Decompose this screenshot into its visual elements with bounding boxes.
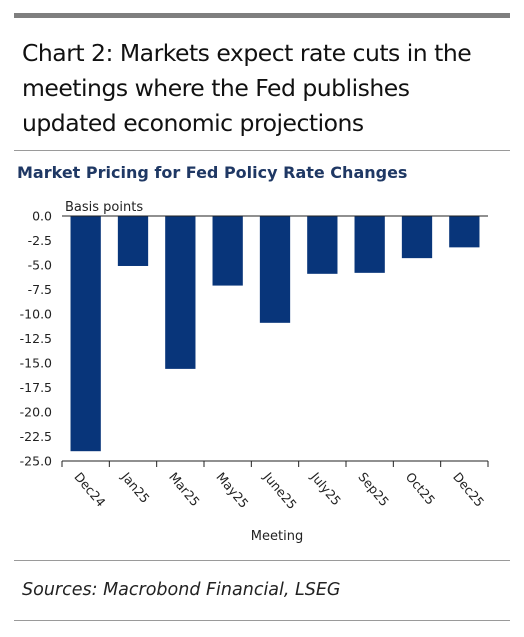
bar-dec24 bbox=[70, 216, 101, 452]
y-tick-label: 0.0 bbox=[32, 209, 52, 224]
bar-dec25 bbox=[449, 216, 480, 248]
headline: Chart 2: Markets expect rate cuts in the… bbox=[22, 39, 472, 137]
y-tick-label: -7.5 bbox=[28, 282, 52, 297]
bar-mar25 bbox=[165, 216, 196, 369]
y-tick-label: -20.0 bbox=[20, 405, 52, 420]
x-tick-labels: Dec24 Jan25 Mar25 May25 June25 July25 Sep25 Oct… bbox=[71, 469, 487, 512]
sources-note: Sources: Macrobond Financial, LSEG bbox=[22, 580, 341, 600]
x-tick-label: July25 bbox=[307, 469, 344, 509]
divider-bottom bbox=[14, 560, 510, 561]
bar-sep25 bbox=[354, 216, 385, 273]
y-axis-label: Basis points bbox=[65, 200, 143, 215]
x-tick-label: Oct25 bbox=[403, 469, 439, 507]
bar-chart: 0.0 -2.5 -5.0 -7.5 -10.0 -12.5 -15.0 -17.5 -20.0… bbox=[20, 200, 489, 544]
x-tick-label: June25 bbox=[260, 469, 300, 512]
x-tick-label: Mar25 bbox=[166, 469, 203, 509]
y-tick-label: -12.5 bbox=[20, 331, 52, 346]
x-axis-label: Meeting bbox=[251, 529, 303, 544]
bar-june25 bbox=[259, 216, 291, 323]
x-tick-marks bbox=[61, 461, 489, 467]
x-tick-label: May25 bbox=[213, 469, 251, 511]
y-tick-label: -22.5 bbox=[20, 429, 52, 444]
bar-jan25 bbox=[117, 216, 149, 266]
y-tick-label: -15.0 bbox=[20, 356, 52, 371]
x-tick-label: Dec24 bbox=[71, 469, 108, 509]
bar-may25 bbox=[212, 216, 243, 286]
chart-title: Market Pricing for Fed Policy Rate Chang… bbox=[17, 163, 408, 182]
divider-end bbox=[14, 620, 510, 621]
x-tick-label: Jan25 bbox=[118, 469, 153, 506]
x-tick-label: Dec25 bbox=[450, 469, 487, 509]
bars bbox=[70, 216, 480, 452]
x-tick-label: Sep25 bbox=[355, 469, 392, 509]
bar-oct25 bbox=[401, 216, 433, 259]
y-tick-label: -5.0 bbox=[28, 258, 52, 273]
bar-july25 bbox=[307, 216, 338, 274]
y-tick-label: -10.0 bbox=[20, 307, 52, 322]
y-tick-labels: 0.0 -2.5 -5.0 -7.5 -10.0 -12.5 -15.0 -17.5 -20.0… bbox=[20, 209, 52, 469]
divider-top bbox=[14, 150, 510, 151]
y-tick-label: -25.0 bbox=[20, 454, 52, 469]
y-tick-label: -17.5 bbox=[20, 380, 52, 395]
y-tick-label: -2.5 bbox=[28, 233, 52, 248]
top-rule bbox=[14, 13, 510, 18]
